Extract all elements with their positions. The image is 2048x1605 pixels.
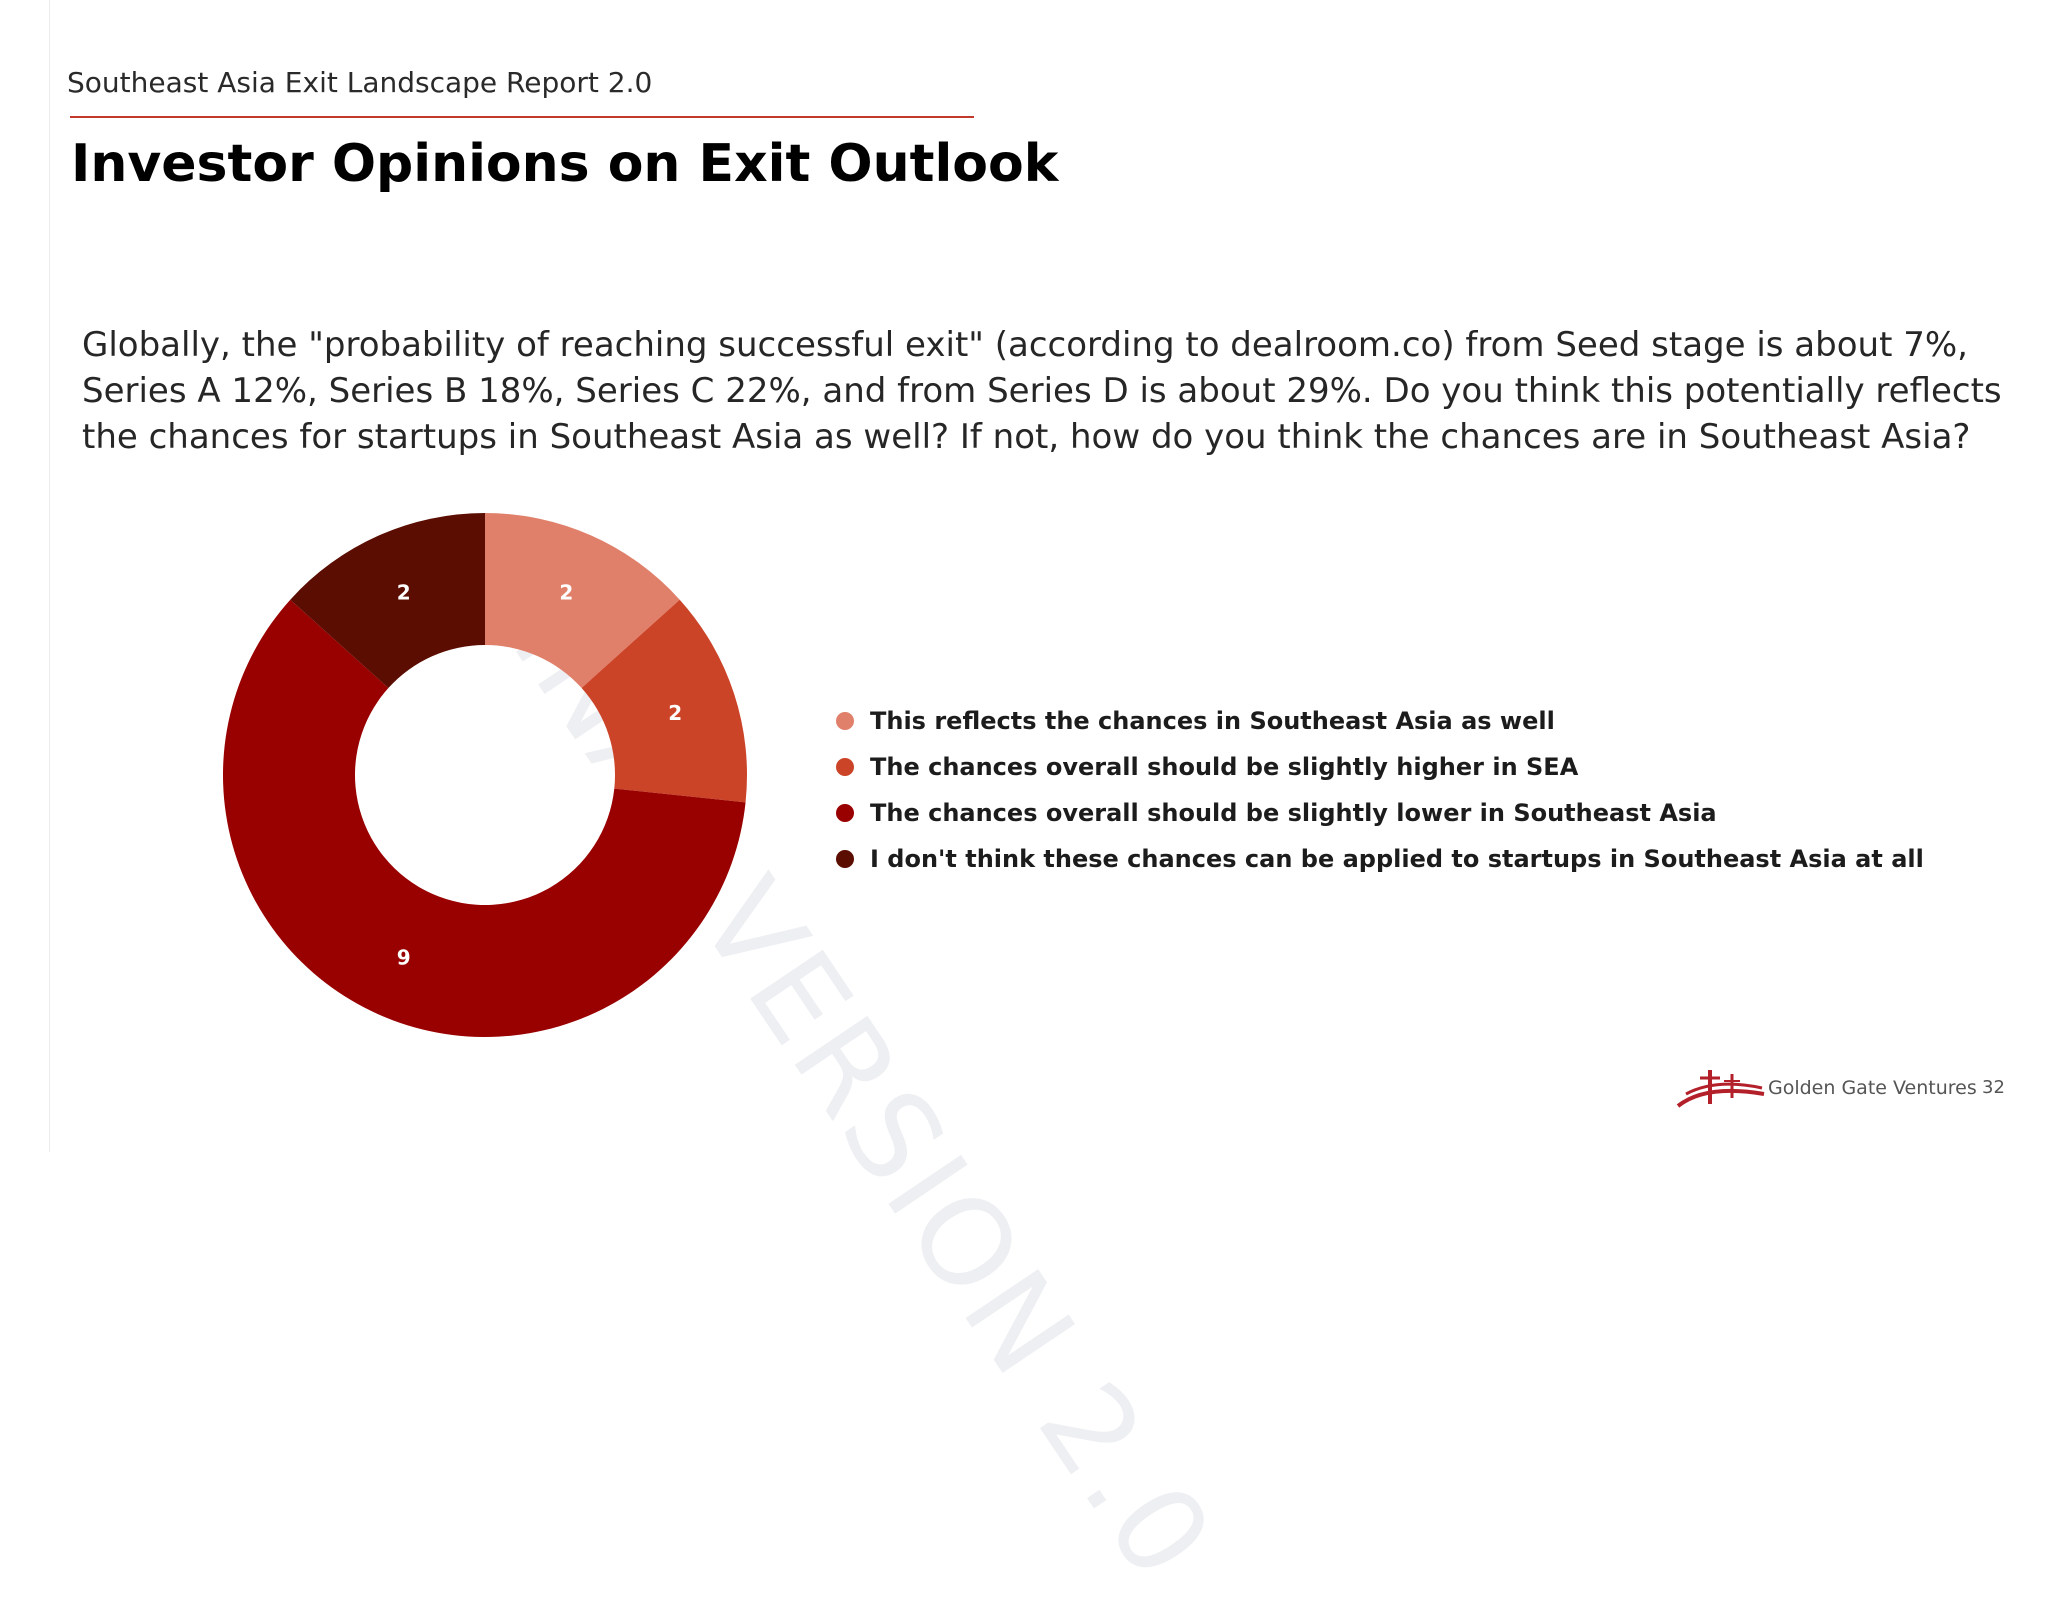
report-title: Southeast Asia Exit Landscape Report 2.0 — [67, 66, 653, 99]
donut-data-label-3: 9 — [397, 946, 411, 970]
legend-swatch-4 — [836, 850, 854, 868]
legend-label-2: The chances overall should be slightly h… — [870, 753, 1579, 781]
donut-slice-1 — [485, 513, 680, 689]
donut-slice-3 — [222, 599, 746, 1037]
legend-item-2: The chances overall should be slightly h… — [836, 744, 1924, 790]
donut-data-label-1: 2 — [559, 580, 573, 604]
legend-swatch-1 — [836, 712, 854, 730]
title-divider — [70, 116, 974, 118]
legend-label-3: The chances overall should be slightly l… — [870, 799, 1717, 827]
legend-label-1: This reflects the chances in Southeast A… — [870, 707, 1555, 735]
legend-item-4: I don't think these chances can be appli… — [836, 836, 1924, 882]
legend-swatch-2 — [836, 758, 854, 776]
footer-brand: Golden Gate Ventures — [1768, 1077, 1977, 1099]
slide-left-edge — [49, 0, 50, 1152]
legend-item-1: This reflects the chances in Southeast A… — [836, 698, 1924, 744]
legend-item-3: The chances overall should be slightly l… — [836, 790, 1924, 836]
donut-data-label-2: 2 — [668, 701, 682, 725]
donut-slice-4 — [290, 513, 485, 689]
slide-title: Investor Opinions on Exit Outlook — [71, 134, 1059, 194]
donut-slice-2 — [581, 599, 747, 803]
donut-data-label-4: 2 — [397, 580, 411, 604]
chart-legend: This reflects the chances in Southeast A… — [836, 698, 1924, 882]
survey-question: Globally, the "probability of reaching s… — [82, 325, 2002, 457]
legend-label-4: I don't think these chances can be appli… — [870, 845, 1924, 873]
donut-chart: 2 2 9 2 — [222, 513, 747, 1037]
page-number: 32 — [1982, 1077, 2005, 1098]
legend-swatch-3 — [836, 804, 854, 822]
golden-gate-logo-icon — [1676, 1070, 1765, 1108]
